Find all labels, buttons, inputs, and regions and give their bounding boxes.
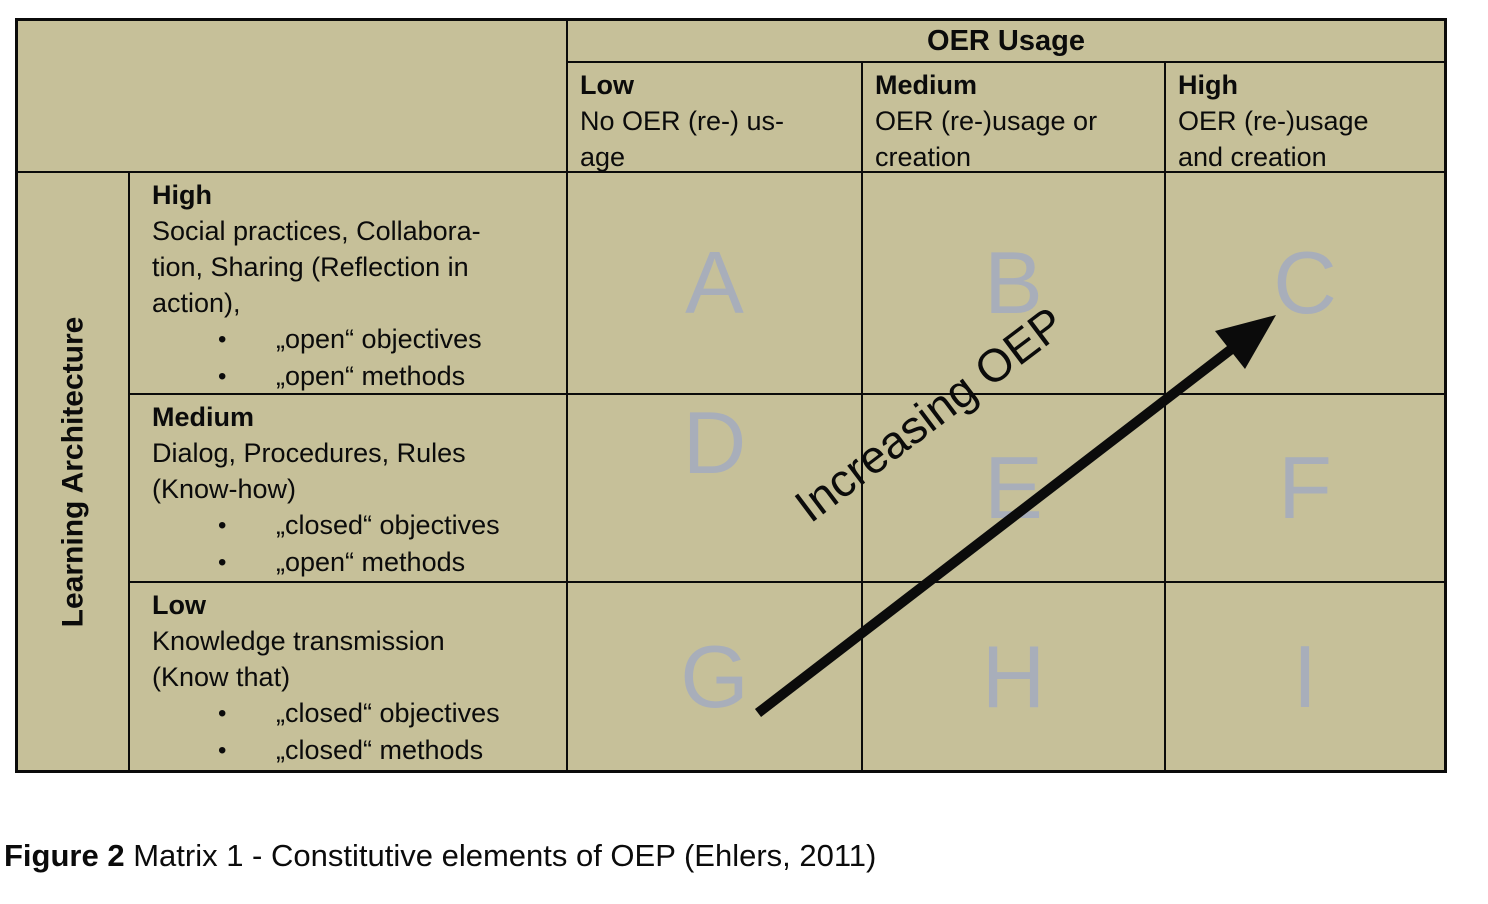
matrix-cell-d: D <box>568 395 861 581</box>
row-level-label: High <box>152 180 212 210</box>
bullet-text: „open“ methods <box>276 547 466 577</box>
cell-letter: I <box>1292 626 1318 726</box>
bullet-item: • „closed“ objectives <box>218 695 558 732</box>
cell-letter: F <box>1278 438 1332 537</box>
column-header-low: Low No OER (re-) us- age <box>568 63 861 171</box>
figure-caption-label: Figure 2 <box>4 838 125 873</box>
column-axis-title: OER Usage <box>568 21 1444 61</box>
bullet-text: „closed“ objectives <box>276 698 500 728</box>
bullet-icon: • <box>218 363 227 390</box>
figure-caption: Figure 2 Matrix 1 - Constitutive element… <box>4 838 876 874</box>
column-level-description: No OER (re-) us- age <box>580 106 785 171</box>
matrix-cell-f: F <box>1166 395 1444 581</box>
column-header-high: High OER (re-)usage and creation <box>1166 63 1444 171</box>
row-level-description: Dialog, Procedures, Rules (Know-how) <box>152 438 466 504</box>
row-axis-title-cell: Learning Architecture <box>18 173 128 770</box>
cell-letter: H <box>981 626 1046 726</box>
matrix-cell-a: A <box>568 173 861 393</box>
column-level-label: Medium <box>875 70 978 100</box>
column-level-label: Low <box>580 70 634 100</box>
figure-caption-text: Matrix 1 - Constitutive elements of OEP … <box>124 838 877 873</box>
row-level-description: Social practices, Collabora- tion, Shari… <box>152 216 481 318</box>
bullet-item: • „open“ objectives <box>218 321 558 358</box>
cell-letter: G <box>680 626 749 726</box>
matrix-cell-i: I <box>1166 583 1444 770</box>
bullet-icon: • <box>218 700 227 727</box>
row-header-medium: Medium Dialog, Procedures, Rules (Know-h… <box>130 395 566 581</box>
bullet-text: „open“ objectives <box>276 324 482 354</box>
bullet-item: • „closed“ objectives <box>218 507 558 544</box>
matrix-cell-e: E <box>863 395 1164 581</box>
row-level-label: Low <box>152 590 206 620</box>
matrix-cell-h: H <box>863 583 1164 770</box>
bullet-item: • „closed“ methods <box>218 732 558 769</box>
row-level-label: Medium <box>152 402 255 432</box>
matrix-cell-b: B <box>863 173 1164 393</box>
corner-blank-cell <box>18 21 566 171</box>
bullet-item: • „open“ methods <box>218 544 558 581</box>
column-level-description: OER (re-)usage and creation <box>1178 106 1369 171</box>
bullet-text: „closed“ methods <box>276 735 484 765</box>
matrix-cell-c: C <box>1166 173 1444 393</box>
cell-letter: B <box>984 233 1043 332</box>
row-header-high: High Social practices, Collabora- tion, … <box>130 173 566 393</box>
bullet-icon: • <box>218 737 227 764</box>
column-header-medium: Medium OER (re-)usage or creation <box>863 63 1164 171</box>
column-level-description: OER (re-)usage or creation <box>875 106 1098 171</box>
matrix-cell-g: G <box>568 583 861 770</box>
bullet-icon: • <box>218 512 227 539</box>
bullet-item: • „open“ methods <box>218 358 558 393</box>
row-level-description: Knowledge transmission (Know that) <box>152 626 445 692</box>
bullet-text: „open“ methods <box>276 361 466 391</box>
cell-letter: C <box>1273 233 1337 332</box>
row-axis-title: Learning Architecture <box>56 316 89 627</box>
column-level-label: High <box>1178 70 1238 100</box>
bullet-icon: • <box>218 326 227 353</box>
bullet-icon: • <box>218 549 227 576</box>
cell-letter: A <box>685 233 744 332</box>
cell-letter: E <box>984 438 1043 537</box>
bullet-text: „closed“ objectives <box>276 510 500 540</box>
oep-matrix-table: OER Usage Low No OER (re-) us- age Mediu… <box>15 18 1447 773</box>
cell-letter: D <box>682 395 747 492</box>
row-header-low: Low Knowledge transmission (Know that) •… <box>130 583 566 770</box>
